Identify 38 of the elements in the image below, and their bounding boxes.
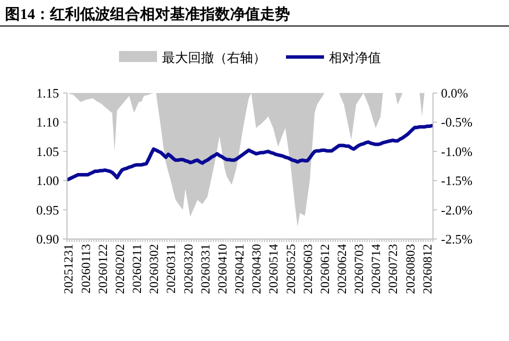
x-tick-label: 20260714 [369, 243, 384, 294]
y-tick-label: 0.95 [36, 202, 59, 218]
y-tick-label: 0.90 [36, 232, 59, 246]
x-tick-label: 20260113 [78, 244, 93, 294]
y2-tick-label: 0.0% [441, 86, 468, 100]
x-tick-label: 20260421 [232, 244, 247, 294]
y2-tick-label: -1.5% [441, 173, 473, 188]
x-tick-label: 20260302 [147, 244, 162, 294]
x-tick-label: 20260812 [420, 244, 434, 294]
legend-label: 相对净值 [329, 50, 381, 65]
chart-title: 图14：红利低波组合相对基准指数净值走势 [5, 6, 290, 23]
x-tick-label: 20260202 [112, 244, 127, 294]
x-tick-label: 20260331 [198, 244, 212, 294]
x-tick-label: 20260723 [386, 244, 400, 294]
y2-tick-label: -2.5% [441, 232, 473, 246]
legend-label: 最大回撤（右轴） [162, 50, 266, 65]
x-tick-label: 20260311 [164, 244, 178, 294]
x-tick-label: 20251231 [62, 244, 76, 294]
y2-tick-label: -0.5% [441, 114, 473, 130]
x-tick-label: 20260211 [130, 244, 144, 294]
y-tick-label: 1.15 [36, 86, 59, 100]
y-tick-label: 1.10 [36, 114, 59, 130]
y-tick-label: 1.05 [36, 144, 59, 159]
x-tick-label: 20260624 [335, 243, 349, 294]
x-tick-label: 20260703 [352, 244, 366, 294]
x-tick-label: 20260525 [284, 244, 298, 294]
line-series [66, 124, 434, 182]
x-tick-label: 20260320 [181, 244, 196, 294]
x-tick-label: 20260410 [215, 244, 230, 294]
x-tick-label: 20260430 [250, 244, 264, 294]
x-tick-label: 20260612 [318, 244, 332, 294]
x-tick-label: 20260803 [403, 244, 418, 294]
y2-tick-label: -2.0% [441, 202, 473, 218]
y2-tick-label: -1.0% [441, 144, 473, 159]
x-tick-label: 20260514 [266, 243, 281, 294]
y-tick-label: 1.00 [36, 173, 59, 188]
x-tick-label: 20260603 [300, 244, 315, 294]
x-tick-label: 20260122 [96, 244, 110, 294]
